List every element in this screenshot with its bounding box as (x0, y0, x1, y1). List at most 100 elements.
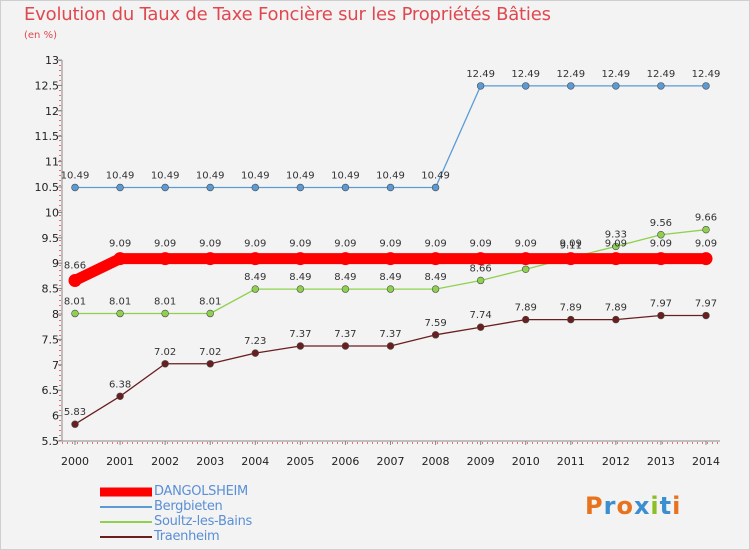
data-point-bergbieten (251, 183, 259, 192)
data-point-dangolsheim (338, 252, 352, 266)
y-tick-label: 10.5 (35, 181, 60, 194)
legend-swatch (100, 520, 152, 523)
data-label-dangolsheim: 9.09 (605, 239, 627, 250)
data-label-traenheim: 7.23 (244, 336, 266, 347)
data-point-traenheim (71, 420, 79, 428)
data-point-traenheim (206, 360, 214, 368)
data-point-soultz-les-bains (206, 309, 214, 318)
data-point-soultz-les-bains (296, 285, 305, 293)
data-label-bergbieten: 10.49 (421, 171, 450, 182)
x-tick-label: 2013 (647, 455, 675, 468)
x-tick-label: 2009 (467, 455, 495, 468)
data-point-soultz-les-bains (116, 309, 124, 318)
data-point-traenheim (612, 315, 620, 324)
data-label-bergbieten: 12.49 (466, 69, 495, 80)
logo-letter: i (650, 492, 660, 520)
y-tick-label: 9 (52, 257, 59, 270)
data-point-soultz-les-bains (657, 231, 665, 239)
data-point-soultz-les-bains (341, 285, 350, 293)
data-label-dangolsheim: 9.09 (289, 239, 311, 250)
data-point-dangolsheim (203, 252, 217, 266)
data-point-traenheim (657, 311, 665, 320)
data-label-traenheim: 7.97 (650, 299, 672, 310)
data-point-traenheim (296, 342, 305, 350)
data-point-soultz-les-bains (161, 309, 169, 318)
y-tick-label: 12.5 (35, 79, 60, 92)
y-tick-label: 8 (52, 308, 59, 321)
data-point-soultz-les-bains (431, 285, 440, 293)
data-label-dangolsheim: 9.09 (109, 239, 131, 250)
data-point-bergbieten (296, 183, 305, 192)
data-point-dangolsheim (384, 252, 397, 266)
data-label-bergbieten: 10.49 (331, 171, 360, 182)
data-label-dangolsheim: 9.09 (470, 239, 492, 250)
data-label-traenheim: 7.02 (154, 347, 176, 358)
data-point-bergbieten (522, 82, 530, 90)
logo-letter: r (603, 492, 617, 520)
data-label-dangolsheim: 9.09 (560, 239, 582, 250)
data-point-traenheim (476, 323, 485, 331)
logo-letter: x (633, 492, 651, 520)
legend-swatch (100, 505, 152, 508)
data-point-soultz-les-bains (251, 285, 259, 293)
data-point-traenheim (386, 342, 395, 350)
logo-letter: t (659, 492, 673, 520)
logo-letter: o (616, 492, 634, 520)
data-label-soultz-les-bains: 8.49 (244, 272, 266, 283)
data-label-soultz-les-bains: 8.01 (199, 296, 221, 307)
data-point-bergbieten (702, 82, 710, 90)
data-label-traenheim: 7.89 (560, 303, 582, 314)
x-tick-label: 2002 (151, 455, 179, 468)
chart-title: Evolution du Taux de Taxe Foncière sur l… (24, 4, 551, 25)
data-point-dangolsheim (609, 252, 623, 266)
x-tick-label: 2010 (512, 455, 540, 468)
data-label-soultz-les-bains: 8.01 (154, 296, 176, 307)
legend-label: DANGOLSHEIM (154, 484, 248, 499)
data-point-soultz-les-bains (702, 225, 710, 234)
data-point-traenheim (522, 315, 530, 324)
data-label-traenheim: 6.38 (109, 379, 131, 390)
data-point-bergbieten (341, 183, 350, 192)
data-label-dangolsheim: 9.09 (424, 239, 446, 250)
legend-label: Bergbieten (154, 499, 223, 514)
data-label-soultz-les-bains: 8.01 (64, 296, 86, 307)
legend-label: Soultz-les-Bains (154, 514, 252, 529)
data-label-traenheim: 7.37 (334, 329, 356, 340)
data-label-traenheim: 7.89 (605, 303, 627, 314)
data-label-traenheim: 7.89 (515, 303, 537, 314)
data-label-dangolsheim: 9.09 (199, 239, 221, 250)
data-label-soultz-les-bains: 8.49 (379, 272, 401, 283)
data-label-dangolsheim: 9.09 (244, 239, 266, 250)
data-point-soultz-les-bains (386, 285, 395, 293)
data-point-dangolsheim (158, 252, 172, 266)
data-point-bergbieten (657, 82, 665, 90)
y-tick-label: 12 (45, 105, 59, 118)
data-point-dangolsheim (654, 252, 668, 266)
data-label-soultz-les-bains: 8.01 (109, 296, 131, 307)
data-point-bergbieten (476, 82, 485, 90)
data-point-dangolsheim (113, 252, 127, 266)
y-tick-label: 11 (45, 156, 59, 169)
data-label-bergbieten: 10.49 (61, 171, 90, 182)
data-label-soultz-les-bains: 8.49 (334, 272, 356, 283)
y-tick-label: 13 (45, 54, 59, 67)
y-tick-label: 9.5 (42, 232, 60, 245)
proxiti-logo: Proxiti (585, 492, 681, 520)
x-tick-label: 2007 (377, 455, 405, 468)
data-label-soultz-les-bains: 9.33 (605, 229, 627, 240)
data-label-bergbieten: 12.49 (602, 69, 631, 80)
data-point-soultz-les-bains (522, 265, 530, 273)
data-label-bergbieten: 10.49 (286, 171, 315, 182)
y-axis-unit: (en %) (24, 30, 57, 41)
x-tick-label: 2012 (602, 455, 630, 468)
x-tick-label: 2006 (331, 455, 359, 468)
data-label-traenheim: 7.74 (470, 310, 492, 321)
y-tick-label: 7.5 (42, 333, 60, 346)
data-label-soultz-les-bains: 9.66 (695, 213, 717, 224)
data-label-soultz-les-bains: 9.56 (650, 218, 672, 229)
data-point-bergbieten (612, 82, 620, 90)
data-point-bergbieten (431, 183, 440, 192)
logo-letter: i (672, 492, 682, 520)
data-point-traenheim (702, 311, 710, 320)
data-point-traenheim (567, 315, 575, 324)
